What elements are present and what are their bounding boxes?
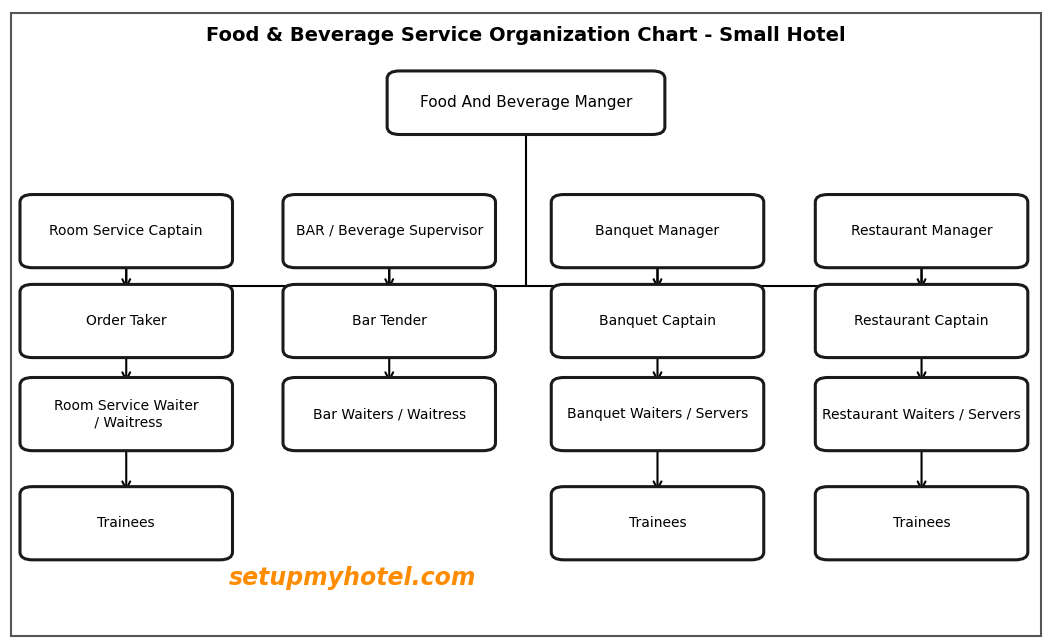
Text: Trainees: Trainees [98,516,155,530]
FancyBboxPatch shape [20,487,232,560]
FancyBboxPatch shape [815,284,1028,358]
Text: BAR / Beverage Supervisor: BAR / Beverage Supervisor [296,224,483,238]
FancyBboxPatch shape [20,195,232,268]
FancyBboxPatch shape [815,195,1028,268]
FancyBboxPatch shape [283,284,495,358]
FancyBboxPatch shape [387,71,665,135]
FancyBboxPatch shape [815,377,1028,451]
FancyBboxPatch shape [551,284,764,358]
Text: setupmyhotel.com: setupmyhotel.com [228,566,477,590]
Text: Trainees: Trainees [629,516,686,530]
Text: Room Service Captain: Room Service Captain [49,224,203,238]
Text: Banquet Captain: Banquet Captain [599,314,716,328]
Text: Restaurant Captain: Restaurant Captain [854,314,989,328]
Text: Trainees: Trainees [893,516,950,530]
Text: Banquet Waiters / Servers: Banquet Waiters / Servers [567,407,748,421]
FancyBboxPatch shape [551,377,764,451]
Text: Room Service Waiter
 / Waitress: Room Service Waiter / Waitress [54,399,199,429]
Text: Food And Beverage Manger: Food And Beverage Manger [420,95,632,110]
FancyBboxPatch shape [20,377,232,451]
FancyBboxPatch shape [815,487,1028,560]
Text: Order Taker: Order Taker [86,314,166,328]
FancyBboxPatch shape [20,284,232,358]
Text: Food & Beverage Service Organization Chart - Small Hotel: Food & Beverage Service Organization Cha… [206,26,846,45]
Text: Restaurant Manager: Restaurant Manager [851,224,992,238]
FancyBboxPatch shape [551,195,764,268]
Text: Restaurant Waiters / Servers: Restaurant Waiters / Servers [823,407,1020,421]
FancyBboxPatch shape [283,377,495,451]
Text: Bar Waiters / Waitress: Bar Waiters / Waitress [312,407,466,421]
FancyBboxPatch shape [283,195,495,268]
FancyBboxPatch shape [551,487,764,560]
Text: Bar Tender: Bar Tender [351,314,427,328]
Text: Banquet Manager: Banquet Manager [595,224,720,238]
